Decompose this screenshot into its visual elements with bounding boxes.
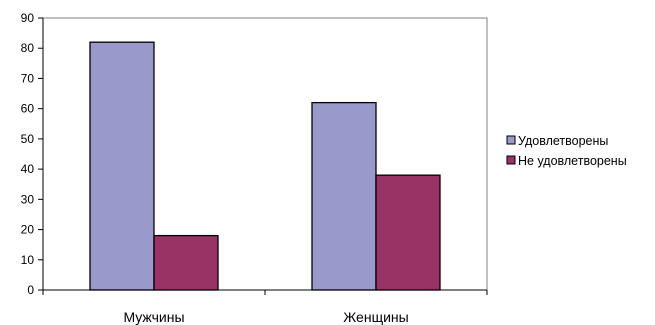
x-category-label: Женщины bbox=[343, 309, 408, 325]
bar-satisfied-women bbox=[311, 101, 377, 291]
bars-layer bbox=[89, 41, 441, 291]
y-tick-label: 30 bbox=[21, 192, 35, 206]
bar-not-satisfied-women bbox=[375, 174, 441, 291]
y-tick-label: 70 bbox=[21, 71, 35, 85]
legend: Удовлетворены Не удовлетворены bbox=[506, 134, 627, 168]
legend-swatch bbox=[506, 155, 516, 165]
y-axis-ticks: 0 10 20 30 40 50 60 70 80 90 bbox=[21, 11, 488, 297]
y-tick-label: 60 bbox=[21, 102, 35, 116]
legend-swatch bbox=[506, 135, 516, 145]
y-tick-label: 0 bbox=[27, 283, 34, 297]
legend-label: Не удовлетворены bbox=[518, 154, 627, 168]
y-tick-label: 90 bbox=[21, 11, 35, 25]
y-tick-label: 10 bbox=[21, 253, 35, 267]
bar-not-satisfied-men bbox=[153, 234, 219, 291]
y-tick-label: 50 bbox=[21, 132, 35, 146]
y-tick-label: 80 bbox=[21, 41, 35, 55]
y-tick-label: 20 bbox=[21, 223, 35, 237]
bar-satisfied-men bbox=[89, 41, 155, 291]
legend-label: Удовлетворены bbox=[518, 134, 608, 148]
x-axis-labels: Мужчины Женщины bbox=[123, 309, 408, 325]
y-tick-label: 40 bbox=[21, 162, 35, 176]
x-category-label: Мужчины bbox=[123, 309, 184, 325]
